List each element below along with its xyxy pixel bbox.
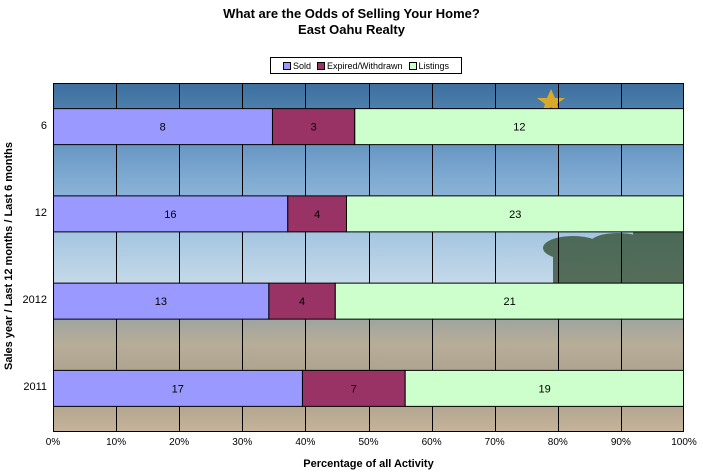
data-label: 21: [504, 296, 516, 308]
plot-border: [53, 83, 684, 432]
bar-expired-withdrawn-2012: [268, 282, 336, 320]
x-axis-title: Percentage of all Activity: [303, 458, 434, 470]
x-tick-label: 70%: [484, 437, 505, 448]
bar-listings-12: [345, 195, 685, 233]
x-tick-label: 30%: [232, 437, 253, 448]
bar-listings-2011: [404, 369, 685, 407]
bar-listings-6: [354, 108, 685, 146]
data-label: 23: [509, 209, 521, 221]
bars: [52, 108, 685, 407]
y-axis-title: Sales year / Last 12 months / Last 6 mon…: [3, 141, 15, 371]
data-label: 4: [299, 296, 305, 308]
y-tick-label: 6: [40, 119, 47, 132]
legend-label: Sold: [292, 60, 311, 71]
data-label: 7: [351, 383, 357, 395]
bar-listings-2012: [334, 282, 685, 320]
y-tick-label: 2012: [22, 294, 47, 307]
data-label: 3: [311, 122, 317, 134]
x-tick-label: 80%: [547, 437, 568, 448]
data-label: 4: [314, 209, 320, 221]
data-label: 8: [160, 122, 166, 134]
x-tick-label: 60%: [421, 437, 442, 448]
plot-svg: 8 3 12 16 4 23 13 4 21 17 7 19: [52, 83, 693, 432]
y-tick-label: 12: [34, 206, 47, 219]
legend-item-1: Expired/Withdrawn: [316, 60, 403, 71]
x-tick-label: 100%: [671, 437, 697, 448]
data-label: 19: [538, 383, 550, 395]
legend-swatch: [316, 61, 325, 70]
x-tick-label: 90%: [610, 437, 631, 448]
data-label: 17: [172, 383, 184, 395]
x-tick-label: 40%: [295, 437, 316, 448]
data-label: 12: [513, 122, 525, 134]
legend-label: Expired/Withdrawn: [326, 60, 403, 71]
legend-swatch: [408, 61, 417, 70]
x-tick-label: 10%: [106, 437, 127, 448]
bar-expired-withdrawn-2011: [301, 369, 406, 407]
legend-item-2: Listings: [408, 60, 450, 71]
bar-labels: 8 3 12 16 4 23 13 4 21 17 7 19: [155, 122, 551, 396]
bar-sold-12: [52, 195, 289, 233]
legend-label: Listings: [418, 60, 450, 71]
x-tick-label: 0%: [45, 437, 61, 448]
plot-area: 8 3 12 16 4 23 13 4 21 17 7 19: [52, 83, 693, 432]
bar-sold-2011: [52, 369, 303, 407]
y-tick-label: 2011: [23, 381, 47, 394]
bar-expired-withdrawn-12: [287, 195, 347, 233]
legend-item-0: Sold: [282, 60, 311, 71]
chart-subtitle: East Oahu Realty: [298, 22, 405, 37]
x-tick-label: 50%: [358, 437, 379, 448]
data-label: 13: [155, 296, 167, 308]
legend: Sold Expired/Withdrawn Listings: [270, 57, 462, 74]
legend-swatch: [282, 61, 291, 70]
data-label: 16: [164, 209, 176, 221]
chart-title: What are the Odds of Selling Your Home?: [223, 6, 480, 21]
x-tick-label: 20%: [169, 437, 190, 448]
